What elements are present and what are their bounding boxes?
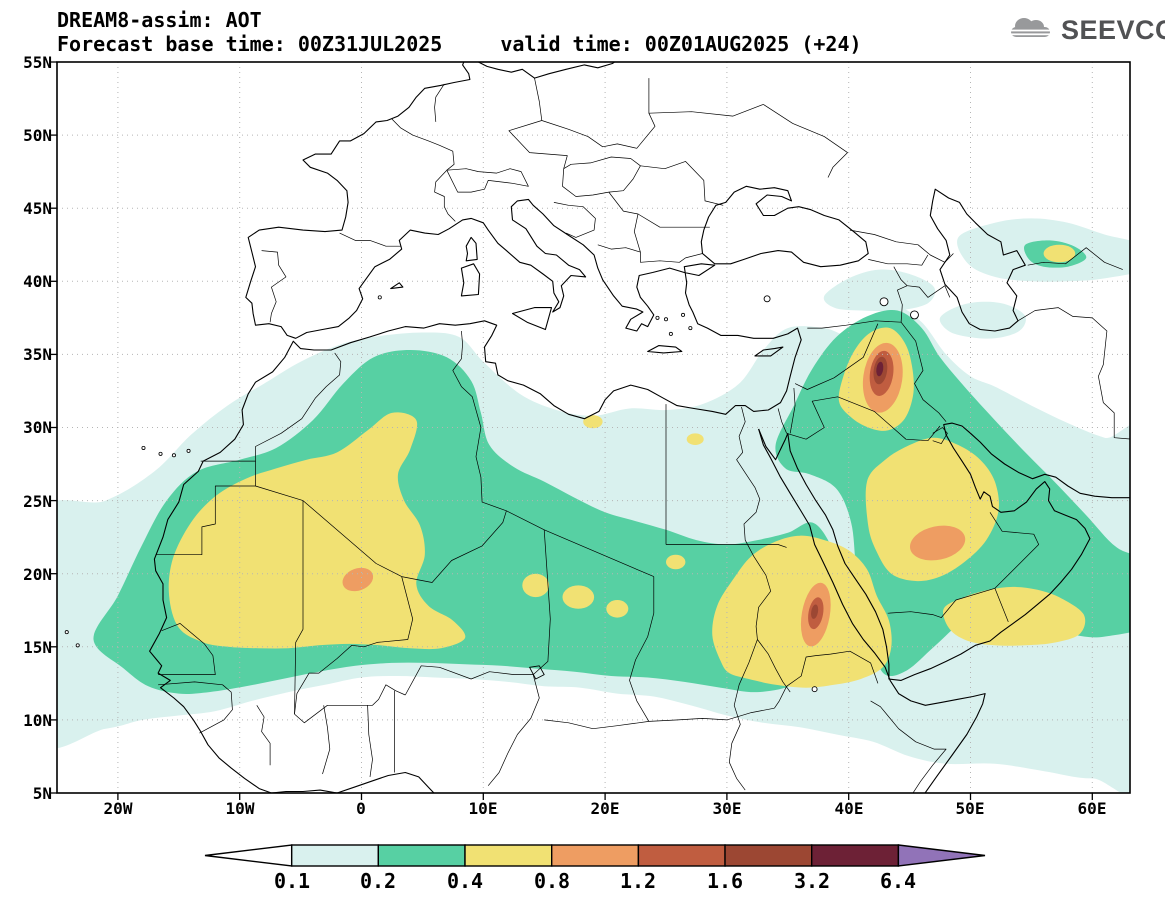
y-tick-label: 30N <box>23 418 52 437</box>
logo-text: SEEVCCC <box>1061 14 1165 45</box>
y-tick-label: 25N <box>23 492 52 511</box>
x-tick-label: 50E <box>955 799 985 818</box>
plot-title: DREAM8-assim: AOT <box>57 8 262 32</box>
x-tick-label: 20W <box>103 799 133 818</box>
x-tick-label: 60E <box>1077 799 1107 818</box>
colorbar-label: 0.4 <box>446 869 484 893</box>
valid-time: valid time: 00Z01AUG2025 (+24) <box>500 32 862 56</box>
y-tick-label: 55N <box>23 53 52 72</box>
colorbar-label: 0.1 <box>273 869 311 893</box>
y-tick-label: 40N <box>23 272 52 291</box>
y-tick-label: 10N <box>23 711 52 730</box>
forecast-base-time: Forecast base time: 00Z31JUL2025 <box>57 32 443 56</box>
y-tick-label: 15N <box>23 638 52 657</box>
x-tick-label: 30E <box>712 799 742 818</box>
x-tick-label: 20E <box>590 799 620 818</box>
colorbar-label: 1.6 <box>706 869 744 893</box>
y-tick-label: 35N <box>23 345 52 364</box>
seevccc-logo: SEEVCCC <box>1008 14 1165 46</box>
colorbar-label: 1.2 <box>619 869 657 893</box>
y-tick-label: 5N <box>32 784 52 803</box>
y-tick-label: 45N <box>23 199 52 218</box>
x-tick-label: 10E <box>468 799 498 818</box>
colorbar-label: 0.2 <box>359 869 397 893</box>
y-tick-label: 20N <box>23 565 52 584</box>
y-tick-label: 50N <box>23 126 52 145</box>
x-tick-label: 40E <box>834 799 864 818</box>
cloud-icon <box>1008 18 1054 37</box>
plot-subtitle: Forecast base time: 00Z31JUL2025 valid ti… <box>57 32 862 56</box>
colorbar-label: 0.8 <box>533 869 571 893</box>
colorbar-label: 6.4 <box>879 869 917 893</box>
x-tick-label: 10W <box>225 799 255 818</box>
colorbar-label: 3.2 <box>793 869 831 893</box>
x-tick-label: 0 <box>356 799 366 818</box>
